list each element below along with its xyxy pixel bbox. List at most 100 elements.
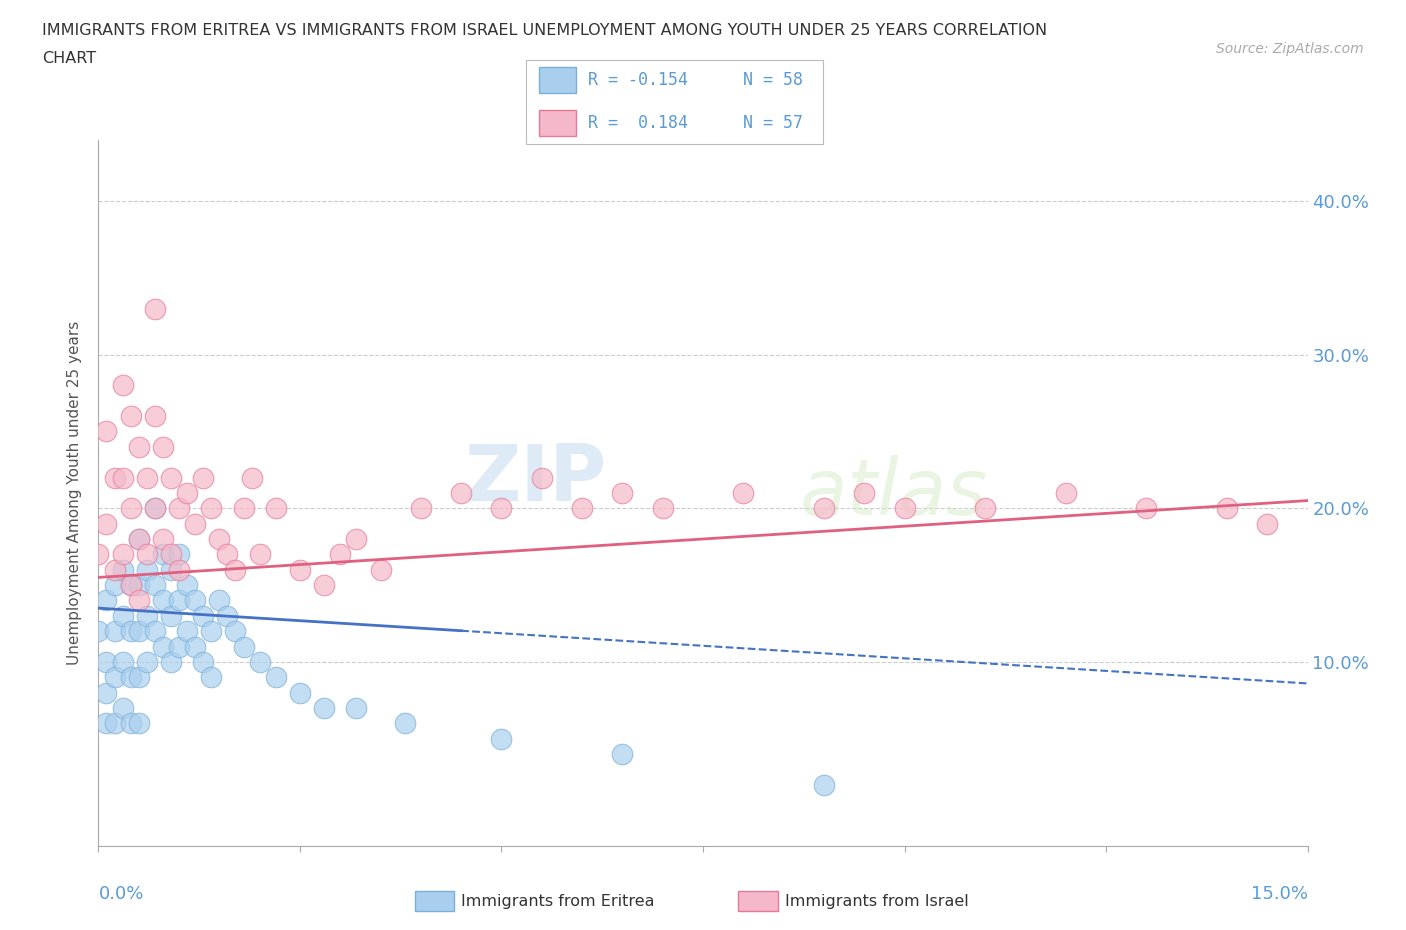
Point — [120, 501, 142, 516]
Point — [96, 516, 118, 531]
Point — [813, 501, 835, 516]
Point — [160, 563, 183, 578]
Point — [152, 532, 174, 547]
Point — [288, 685, 311, 700]
Point — [111, 378, 134, 392]
Point — [167, 501, 190, 516]
Point — [96, 685, 118, 700]
Point — [200, 670, 222, 684]
Point — [96, 593, 118, 608]
Point — [344, 532, 367, 547]
Text: 0.0%: 0.0% — [98, 884, 143, 903]
Point — [160, 655, 183, 670]
Point — [111, 655, 134, 670]
Point — [853, 485, 876, 500]
Point — [314, 578, 336, 592]
Point — [143, 578, 166, 592]
Point — [167, 593, 190, 608]
Point — [224, 624, 246, 639]
Point — [143, 501, 166, 516]
Point — [152, 439, 174, 454]
Point — [128, 439, 150, 454]
Point — [1054, 485, 1077, 500]
Point — [612, 485, 634, 500]
Point — [893, 501, 915, 516]
Text: N = 57: N = 57 — [742, 113, 803, 132]
Point — [394, 716, 416, 731]
Point — [264, 670, 287, 684]
Point — [232, 639, 254, 654]
Point — [370, 563, 392, 578]
Point — [176, 624, 198, 639]
Point — [491, 731, 513, 746]
Point — [200, 624, 222, 639]
Text: Immigrants from Eritrea: Immigrants from Eritrea — [461, 894, 655, 909]
Point — [184, 639, 207, 654]
Point — [450, 485, 472, 500]
Point — [128, 532, 150, 547]
Point — [176, 485, 198, 500]
Point — [143, 501, 166, 516]
Point — [217, 547, 239, 562]
Text: 15.0%: 15.0% — [1250, 884, 1308, 903]
Point — [128, 532, 150, 547]
Point — [143, 408, 166, 423]
Point — [87, 624, 110, 639]
Point — [160, 608, 183, 623]
Point — [530, 470, 553, 485]
Point — [135, 547, 157, 562]
Point — [160, 547, 183, 562]
Point — [120, 670, 142, 684]
Point — [96, 655, 118, 670]
Point — [152, 547, 174, 562]
Point — [264, 501, 287, 516]
Point — [1135, 501, 1157, 516]
Point — [103, 716, 125, 731]
Point — [208, 532, 231, 547]
Point — [103, 470, 125, 485]
Point — [314, 700, 336, 715]
Text: R =  0.184: R = 0.184 — [588, 113, 689, 132]
Y-axis label: Unemployment Among Youth under 25 years: Unemployment Among Youth under 25 years — [67, 321, 83, 665]
Point — [103, 563, 125, 578]
Point — [111, 700, 134, 715]
Point — [249, 547, 271, 562]
Point — [128, 578, 150, 592]
Point — [120, 578, 142, 592]
Point — [120, 624, 142, 639]
Point — [135, 470, 157, 485]
Point — [651, 501, 673, 516]
Point — [344, 700, 367, 715]
Point — [143, 624, 166, 639]
Point — [143, 301, 166, 316]
Point — [111, 563, 134, 578]
Point — [160, 470, 183, 485]
Point — [184, 516, 207, 531]
Point — [111, 470, 134, 485]
Point — [217, 608, 239, 623]
FancyBboxPatch shape — [526, 60, 824, 144]
Point — [232, 501, 254, 516]
Point — [120, 578, 142, 592]
Bar — [538, 67, 576, 93]
Bar — [538, 110, 576, 136]
Point — [1216, 501, 1239, 516]
Point — [491, 501, 513, 516]
Point — [184, 593, 207, 608]
Text: IMMIGRANTS FROM ERITREA VS IMMIGRANTS FROM ISRAEL UNEMPLOYMENT AMONG YOUTH UNDER: IMMIGRANTS FROM ERITREA VS IMMIGRANTS FR… — [42, 23, 1047, 38]
Point — [128, 670, 150, 684]
Point — [288, 563, 311, 578]
Point — [1256, 516, 1278, 531]
Text: N = 58: N = 58 — [742, 71, 803, 89]
Point — [208, 593, 231, 608]
Point — [224, 563, 246, 578]
Point — [152, 593, 174, 608]
Point — [120, 716, 142, 731]
Point — [128, 716, 150, 731]
Point — [167, 563, 190, 578]
Point — [96, 716, 118, 731]
Point — [167, 639, 190, 654]
Text: Source: ZipAtlas.com: Source: ZipAtlas.com — [1216, 42, 1364, 56]
Point — [974, 501, 997, 516]
Text: R = -0.154: R = -0.154 — [588, 71, 689, 89]
